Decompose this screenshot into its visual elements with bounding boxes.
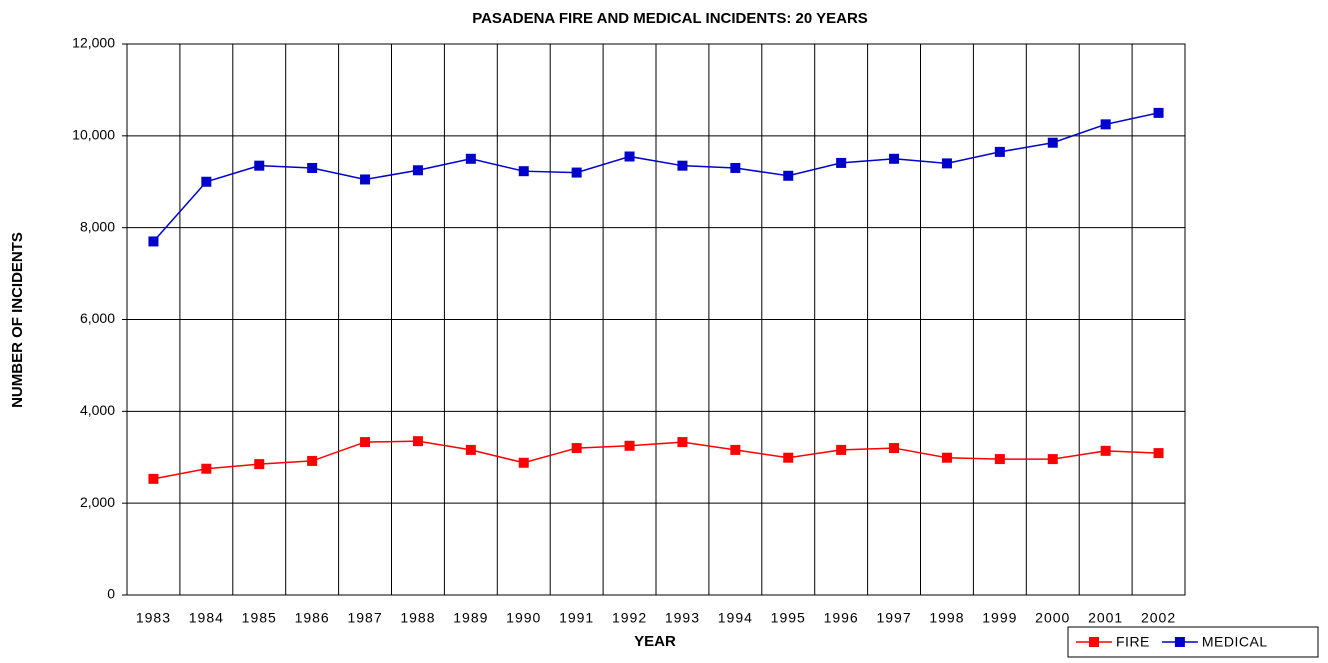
- x-tick-label: 1990: [506, 610, 541, 626]
- series-line: [153, 440, 1159, 480]
- point-marker: [994, 146, 1005, 157]
- x-tick-label: 1988: [400, 610, 435, 626]
- point-marker: [360, 174, 371, 185]
- point-marker: [889, 443, 900, 454]
- x-tick-label: 1987: [347, 610, 382, 626]
- x-tick-label: 1993: [665, 610, 700, 626]
- plot-border: [126, 43, 1186, 596]
- point-marker: [730, 444, 741, 455]
- point-marker: [148, 473, 159, 484]
- point-marker: [836, 444, 847, 455]
- y-tick-label: 4,000: [80, 402, 115, 418]
- point-marker: [307, 162, 318, 173]
- point-marker: [465, 444, 476, 455]
- point-marker: [836, 157, 847, 168]
- y-tick-label: 6,000: [80, 310, 115, 326]
- x-tick-label: 1992: [612, 610, 647, 626]
- point-marker: [1100, 119, 1111, 130]
- chart-title: PASADENA FIRE AND MEDICAL INCIDENTS: 20 …: [472, 10, 868, 27]
- point-marker: [254, 160, 265, 171]
- y-tick-label: 0: [107, 586, 115, 602]
- point-marker: [889, 153, 900, 164]
- y-tick-label: 2,000: [80, 494, 115, 510]
- y-tick-label: 10,000: [72, 127, 115, 143]
- point-marker: [1153, 107, 1164, 118]
- point-marker: [412, 436, 423, 447]
- x-tick-label: 1983: [136, 610, 171, 626]
- point-marker: [783, 452, 794, 463]
- point-marker: [783, 170, 794, 181]
- x-tick-label: 1984: [189, 610, 224, 626]
- point-marker: [677, 160, 688, 171]
- x-tick-label: 1997: [876, 610, 911, 626]
- point-marker: [1100, 445, 1111, 456]
- point-marker: [571, 167, 582, 178]
- x-tick-label: 1996: [824, 610, 859, 626]
- legend-marker: [1174, 637, 1185, 647]
- point-marker: [307, 455, 318, 466]
- point-marker: [201, 176, 212, 187]
- y-tick-label: 12,000: [72, 35, 115, 51]
- x-tick-label: 1989: [453, 610, 488, 626]
- x-tick-label: 1991: [559, 610, 594, 626]
- legend-label: FIRE: [1116, 634, 1150, 650]
- point-marker: [465, 153, 476, 164]
- point-marker: [1047, 137, 1058, 148]
- point-marker: [360, 437, 371, 448]
- point-marker: [941, 158, 952, 169]
- point-marker: [254, 459, 265, 470]
- point-marker: [994, 454, 1005, 465]
- legend-marker: [1089, 637, 1099, 647]
- point-marker: [730, 162, 741, 173]
- y-tick-label: 8,000: [80, 218, 115, 234]
- point-marker: [518, 166, 529, 177]
- x-tick-label: 1986: [295, 610, 330, 626]
- x-tick-label: 1994: [718, 610, 753, 626]
- point-marker: [571, 443, 582, 454]
- x-tick-label: 1998: [929, 610, 964, 626]
- point-marker: [1153, 448, 1164, 459]
- series-line: [152, 112, 1159, 242]
- x-tick-label: 2002: [1141, 610, 1176, 626]
- point-marker: [201, 463, 212, 474]
- point-marker: [624, 151, 635, 162]
- legend-label: MEDICAL: [1202, 634, 1268, 650]
- y-axis-label: NUMBER OF INCIDENTS: [9, 232, 26, 408]
- point-marker: [677, 437, 688, 448]
- point-marker: [148, 236, 159, 247]
- point-marker: [1047, 454, 1058, 465]
- point-marker: [624, 440, 635, 451]
- x-tick-label: 2001: [1088, 610, 1123, 626]
- x-tick-label: 1985: [242, 610, 277, 626]
- x-tick-label: 1995: [771, 610, 806, 626]
- x-tick-label: 2000: [1035, 610, 1070, 626]
- point-marker: [941, 452, 952, 463]
- x-tick-label: 1999: [982, 610, 1017, 626]
- point-marker: [412, 165, 423, 176]
- x-axis-label: YEAR: [634, 633, 676, 650]
- point-marker: [518, 457, 529, 468]
